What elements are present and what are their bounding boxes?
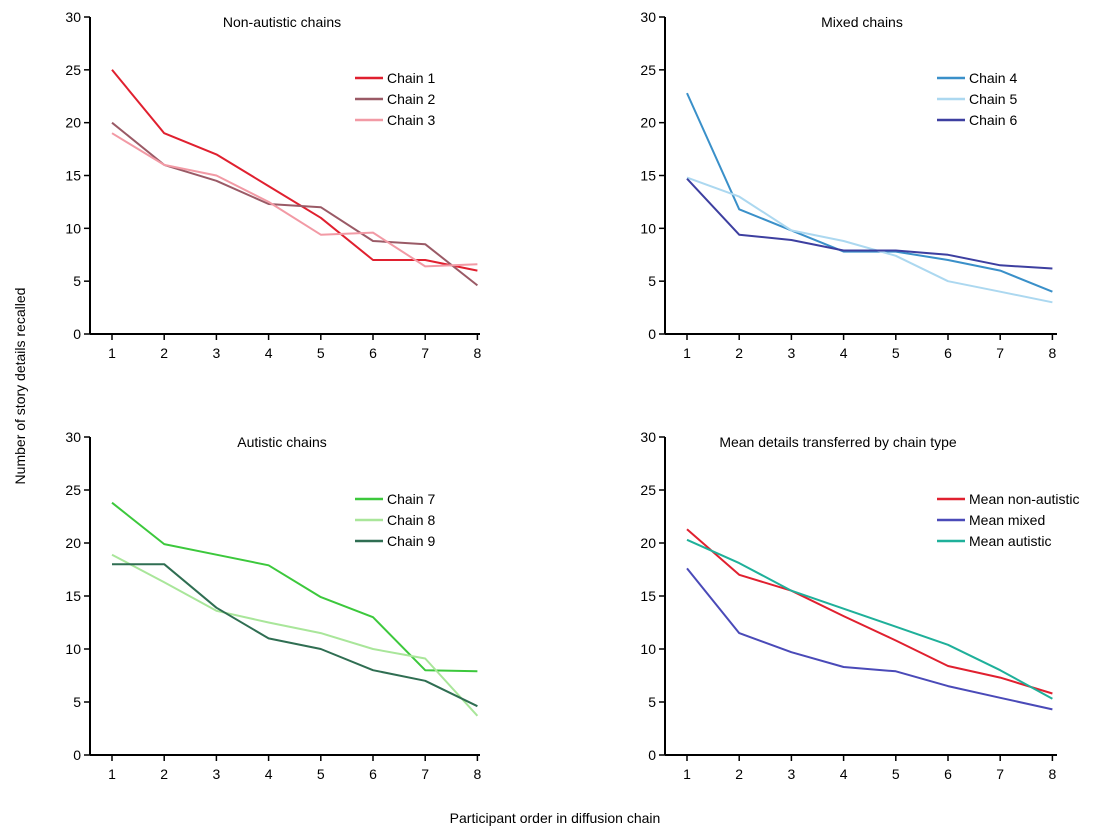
legend-label: Mean autistic [969, 533, 1051, 549]
y-tick-label: 30 [640, 429, 656, 445]
y-tick-label: 15 [640, 588, 656, 604]
chart-title: Mean details transferred by chain type [719, 434, 957, 450]
x-tick-label: 8 [1049, 345, 1057, 361]
y-tick-label: 25 [640, 62, 656, 78]
x-tick-label: 4 [840, 345, 848, 361]
x-axis-label: Participant order in diffusion chain [449, 810, 661, 826]
legend-label: Chain 3 [387, 112, 435, 128]
series-line-3 [686, 538, 1053, 700]
series-line-2 [686, 176, 1053, 304]
y-tick-label: 20 [65, 535, 81, 551]
legend-label: Chain 7 [387, 491, 435, 507]
y-tick-label: 30 [640, 9, 656, 25]
legend-label: Chain 6 [969, 112, 1017, 128]
x-tick-label: 7 [996, 345, 1004, 361]
y-tick-label: 20 [640, 115, 656, 131]
y-tick-label: 0 [648, 747, 656, 763]
y-tick-label: 0 [73, 747, 81, 763]
x-tick-label: 6 [944, 766, 952, 782]
legend-label: Chain 8 [387, 512, 435, 528]
series-line-1 [686, 528, 1053, 695]
x-tick-label: 1 [108, 766, 116, 782]
x-tick-label: 3 [213, 345, 221, 361]
y-tick-label: 15 [640, 168, 656, 184]
y-tick-label: 20 [65, 115, 81, 131]
series-line-3 [111, 132, 478, 268]
chart-panel-2: 0 5 10 15 20 25 30 1 2 3 4 5 6 7 8 Mixed chains Chain 4 C… [640, 9, 1057, 361]
chart-panel-4: 0 5 10 15 20 25 30 1 2 3 4 5 6 7 8 Mean details transfe… [640, 429, 1079, 782]
x-tick-label: 2 [160, 766, 168, 782]
y-tick-label: 10 [640, 641, 656, 657]
y-tick-label: 25 [640, 482, 656, 498]
x-tick-label: 7 [996, 766, 1004, 782]
chart-title: Autistic chains [237, 434, 326, 450]
y-tick-label: 25 [65, 482, 81, 498]
y-tick-label: 5 [648, 273, 656, 289]
series-line-3 [112, 563, 478, 708]
y-tick-label: 10 [65, 220, 81, 236]
legend-label: Chain 4 [969, 70, 1017, 86]
y-axis-label-container: Number of story details recalled [0, 0, 40, 835]
legend-label: Chain 9 [387, 533, 435, 549]
y-tick-label: 25 [65, 62, 81, 78]
y-tick-label: 30 [65, 429, 81, 445]
y-tick-label: 15 [65, 588, 81, 604]
chart-panel-1: 0 5 10 15 20 25 30 1 2 3 4 5 6 7 8 Non-autistic chains C… [65, 9, 481, 361]
x-tick-label: 6 [944, 345, 952, 361]
y-tick-label: 5 [73, 694, 81, 710]
series-line-3 [686, 178, 1053, 270]
y-tick-label: 15 [65, 168, 81, 184]
x-tick-label: 7 [421, 345, 429, 361]
x-tick-label: 2 [735, 766, 743, 782]
legend-label: Mean non-autistic [969, 491, 1080, 507]
x-tick-label: 6 [369, 766, 377, 782]
chart-panel-3: 0 5 10 15 20 25 30 1 2 3 4 5 6 7 8 Autistic chains Chain… [65, 429, 481, 782]
x-tick-label: 7 [421, 766, 429, 782]
x-tick-label: 4 [265, 345, 273, 361]
series-line-2 [686, 567, 1053, 711]
x-tick-label: 3 [213, 766, 221, 782]
x-tick-label: 6 [369, 345, 377, 361]
y-tick-label: 5 [648, 694, 656, 710]
y-tick-label: 10 [65, 641, 81, 657]
x-tick-label: 1 [683, 345, 691, 361]
y-axis-label: Number of story details recalled [12, 287, 28, 485]
x-tick-label: 2 [735, 345, 743, 361]
x-tick-label: 5 [317, 766, 325, 782]
x-tick-label: 8 [474, 766, 482, 782]
x-tick-label: 2 [160, 345, 168, 361]
x-tick-label: 4 [265, 766, 273, 782]
chart-title: Non-autistic chains [223, 14, 341, 30]
x-tick-label: 3 [788, 345, 796, 361]
chart-title: Mixed chains [821, 14, 903, 30]
y-tick-label: 0 [648, 326, 656, 342]
y-tick-label: 30 [65, 9, 81, 25]
legend-label: Chain 2 [387, 91, 435, 107]
y-tick-label: 10 [640, 220, 656, 236]
x-tick-label: 4 [840, 766, 848, 782]
y-tick-label: 20 [640, 535, 656, 551]
x-tick-label: 8 [474, 345, 482, 361]
x-tick-label: 1 [108, 345, 116, 361]
series-line-1 [686, 92, 1053, 293]
series-line-1 [111, 501, 478, 673]
x-tick-label: 8 [1049, 766, 1057, 782]
x-tick-label: 5 [892, 345, 900, 361]
y-tick-label: 5 [73, 273, 81, 289]
x-tick-label: 5 [317, 345, 325, 361]
x-tick-label: 3 [788, 766, 796, 782]
x-tick-label: 1 [683, 766, 691, 782]
y-tick-label: 0 [73, 326, 81, 342]
legend-label: Chain 1 [387, 70, 435, 86]
x-tick-label: 5 [892, 766, 900, 782]
legend-label: Mean mixed [969, 512, 1045, 528]
series-line-2 [111, 553, 479, 717]
legend-label: Chain 5 [969, 91, 1017, 107]
